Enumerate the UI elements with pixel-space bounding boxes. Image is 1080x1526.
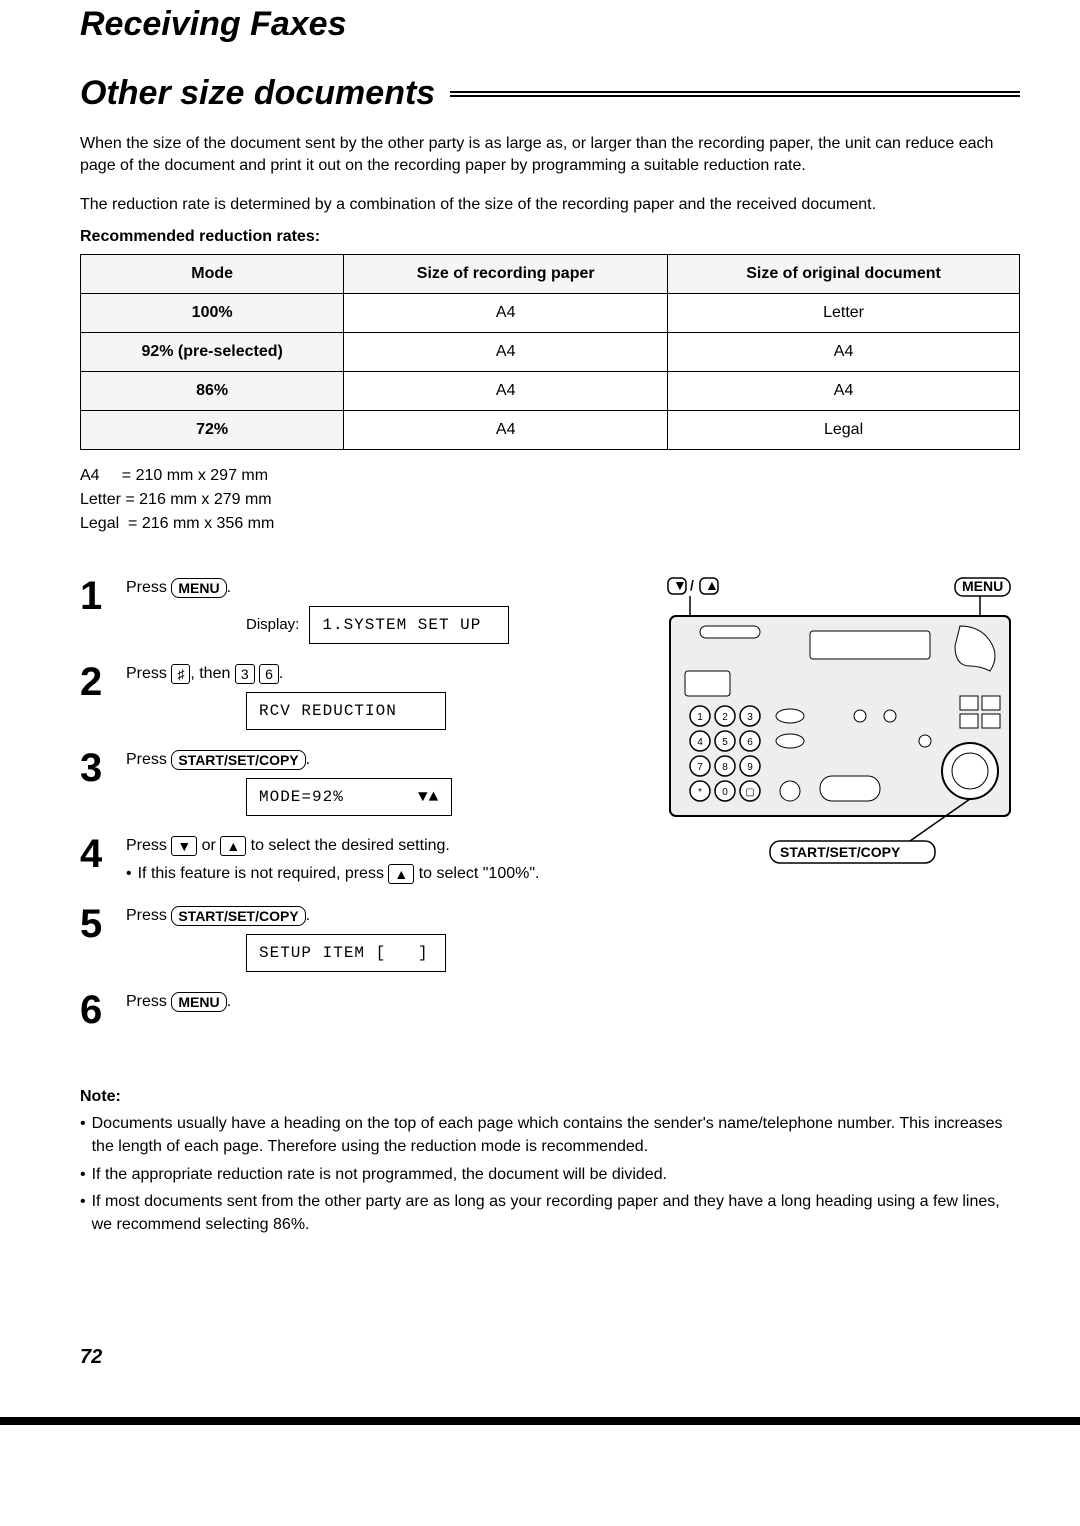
- note-item: If most documents sent from the other pa…: [80, 1190, 1020, 1236]
- step-body: Press MENU.: [126, 990, 640, 1030]
- step-number: 1: [80, 576, 112, 644]
- svg-text:▢: ▢: [745, 787, 754, 798]
- key-label: 6: [259, 664, 279, 684]
- step: 5Press START/SET/COPY.SETUP ITEM [ ]: [80, 904, 640, 972]
- step-number: 5: [80, 904, 112, 972]
- svg-text:/: /: [690, 577, 694, 593]
- step: 1Press MENU.Display:1.SYSTEM SET UP: [80, 576, 640, 644]
- table-cell: A4: [344, 294, 668, 333]
- step-body: Press MENU.Display:1.SYSTEM SET UP: [126, 576, 640, 644]
- figure-label-menu: MENU: [962, 578, 1003, 594]
- svg-text:1: 1: [697, 712, 703, 723]
- table-cell: 100%: [81, 294, 344, 333]
- intro-paragraph-2: The reduction rate is determined by a co…: [80, 194, 1020, 216]
- step-number: 4: [80, 834, 112, 886]
- lcd-display: SETUP ITEM [ ]: [246, 934, 446, 972]
- section-title-row: Other size documents: [80, 74, 1020, 113]
- table-cell: A4: [344, 333, 668, 372]
- key-label: 3: [235, 664, 255, 684]
- lcd-display: MODE=92% ▼▲: [246, 778, 452, 816]
- key-label: START/SET/COPY: [171, 906, 305, 926]
- table-cell: A4: [668, 333, 1020, 372]
- note-item: If the appropriate reduction rate is not…: [80, 1163, 1020, 1186]
- step: 2Press ♯, then 3 6.RCV REDUCTION: [80, 662, 640, 730]
- figure-label-start: START/SET/COPY: [780, 844, 901, 860]
- step: 4 Press ▼ or ▲ to select the desired sett…: [80, 834, 640, 886]
- intro-paragraph-1: When the size of the document sent by th…: [80, 133, 1020, 178]
- table-header: Size of original document: [668, 255, 1020, 294]
- chapter-header: Receiving Faxes: [0, 0, 1020, 44]
- step-number: 6: [80, 990, 112, 1030]
- svg-text:5: 5: [722, 737, 728, 748]
- svg-text:▼: ▼: [673, 577, 687, 593]
- svg-text:▲: ▲: [705, 577, 719, 593]
- steps-list: 1Press MENU.Display:1.SYSTEM SET UP2Pres…: [80, 576, 640, 1048]
- table-cell: Letter: [668, 294, 1020, 333]
- svg-text:6: 6: [747, 737, 753, 748]
- lcd-display: RCV REDUCTION: [246, 692, 446, 730]
- svg-text:2: 2: [722, 712, 728, 723]
- device-figure: ▼ / ▲ MENU: [660, 576, 1020, 881]
- key-label: ♯: [171, 664, 190, 684]
- step-body: Press ♯, then 3 6.RCV REDUCTION: [126, 662, 640, 730]
- table-header: Size of recording paper: [344, 255, 668, 294]
- table-heading: Recommended reduction rates:: [80, 228, 1020, 246]
- paper-size-list: A4 = 210 mm x 297 mm Letter = 216 mm x 2…: [80, 464, 1020, 536]
- table-cell: A4: [344, 411, 668, 450]
- footer-rule: [0, 1417, 1080, 1425]
- svg-text:*: *: [698, 787, 702, 798]
- reduction-table: Mode Size of recording paper Size of ori…: [80, 254, 1020, 450]
- table-cell: 72%: [81, 411, 344, 450]
- table-header: Mode: [81, 255, 344, 294]
- key-label: START/SET/COPY: [171, 750, 305, 770]
- svg-text:3: 3: [747, 712, 753, 723]
- page-number: 72: [80, 1346, 1020, 1369]
- table-row: 86%A4A4: [81, 372, 1020, 411]
- table-cell: 92% (pre-selected): [81, 333, 344, 372]
- step: 6 Press MENU.: [80, 990, 640, 1030]
- step: 3Press START/SET/COPY.MODE=92% ▼▲: [80, 748, 640, 816]
- table-cell: A4: [344, 372, 668, 411]
- table-row: 72%A4Legal: [81, 411, 1020, 450]
- table-cell: A4: [668, 372, 1020, 411]
- title-rule: [450, 91, 1020, 97]
- key-label: MENU: [171, 578, 226, 598]
- table-cell: Legal: [668, 411, 1020, 450]
- table-row: 100%A4Letter: [81, 294, 1020, 333]
- chapter-title: Receiving Faxes: [80, 0, 1020, 44]
- note-list: Documents usually have a heading on the …: [80, 1112, 1020, 1236]
- section-title: Other size documents: [80, 74, 450, 113]
- step-number: 3: [80, 748, 112, 816]
- note-heading: Note:: [80, 1088, 1020, 1106]
- svg-text:9: 9: [747, 762, 753, 773]
- step-body: Press START/SET/COPY.SETUP ITEM [ ]: [126, 904, 640, 972]
- step-number: 2: [80, 662, 112, 730]
- svg-text:4: 4: [697, 737, 703, 748]
- step-body: Press START/SET/COPY.MODE=92% ▼▲: [126, 748, 640, 816]
- table-row: 92% (pre-selected)A4A4: [81, 333, 1020, 372]
- note-item: Documents usually have a heading on the …: [80, 1112, 1020, 1158]
- table-cell: 86%: [81, 372, 344, 411]
- display-label: Display:: [246, 614, 299, 637]
- svg-text:7: 7: [697, 762, 703, 773]
- svg-text:0: 0: [722, 787, 728, 798]
- key-label: ▼: [171, 836, 197, 856]
- key-label: ▲: [220, 836, 246, 856]
- step-body: Press ▼ or ▲ to select the desired setti…: [126, 834, 640, 886]
- key-label: ▲: [388, 864, 414, 884]
- key-label: MENU: [171, 992, 226, 1012]
- svg-text:8: 8: [722, 762, 728, 773]
- lcd-display: 1.SYSTEM SET UP: [309, 606, 509, 644]
